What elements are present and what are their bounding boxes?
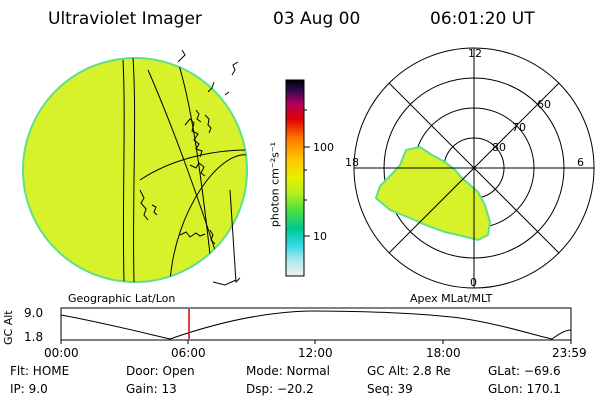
colorbar-tick-100: 100	[313, 141, 334, 154]
meridian-line	[177, 49, 186, 63]
coastline	[231, 61, 239, 76]
coastline	[151, 204, 158, 216]
status-ip: IP: 9.0	[10, 382, 48, 396]
coastline	[195, 109, 202, 123]
date-readout: 03 Aug 00	[273, 9, 361, 29]
status-door: Door: Open	[126, 364, 195, 378]
timeline-xtick: 12:00	[298, 346, 333, 360]
colorbar-unit-label: photon cm⁻²s⁻¹	[268, 141, 282, 228]
status-gain: Gain: 13	[126, 382, 177, 396]
status-glon: GLon: 170.1	[488, 382, 561, 396]
colorbar-scale	[285, 79, 305, 277]
status-gc-alt: GC Alt: 2.8 Re	[367, 364, 451, 378]
timeline-xtick: 23:59	[552, 346, 587, 360]
time-readout: 06:01:20 UT	[430, 9, 535, 29]
meridian-line	[122, 59, 125, 282]
timeline-xtick: 18:00	[426, 346, 461, 360]
left-panel-caption: Geographic Lat/Lon	[68, 292, 176, 305]
mlt-label-12: 12	[468, 47, 482, 60]
status-glat: GLat: −69.6	[488, 364, 561, 378]
coastline	[224, 91, 230, 96]
coastline	[184, 118, 203, 158]
coastline	[189, 162, 206, 177]
auroral-oval	[374, 145, 492, 242]
mlt-label-0: 0	[470, 276, 477, 289]
meridian-line	[177, 61, 214, 282]
timeline-ytick-max: 9.0	[24, 306, 44, 320]
meridian-line	[132, 58, 136, 282]
colorbar-tick-10: 10	[313, 230, 327, 243]
meridian-line	[147, 69, 226, 282]
coastline	[204, 114, 212, 134]
mlt-label-18: 18	[345, 156, 359, 169]
lat-label-80: 80	[492, 141, 506, 154]
meridian-line	[229, 189, 241, 284]
status-seq: Seq: 39	[367, 382, 413, 396]
coastline	[207, 81, 215, 93]
coastline	[209, 229, 216, 245]
latitude-arc	[139, 149, 247, 181]
uv-disk	[22, 57, 248, 283]
timeline-axis-label: GC Alt	[2, 310, 15, 345]
app-title: Ultraviolet Imager	[48, 9, 202, 29]
mlt-label-6: 6	[577, 156, 584, 169]
altitude-curve	[60, 310, 572, 340]
lat-label-60: 60	[537, 98, 551, 111]
status-dsp: Dsp: −20.2	[246, 382, 314, 396]
coastline	[139, 189, 149, 221]
timeline-xtick: 06:00	[171, 346, 206, 360]
meridian-line	[212, 279, 237, 286]
timeline-ytick-min: 1.8	[24, 330, 44, 344]
status-mode: Mode: Normal	[246, 364, 330, 378]
lat-label-70: 70	[512, 121, 526, 134]
right-panel-caption: Apex MLat/MLT	[410, 292, 493, 305]
timeline-xtick: 00:00	[44, 346, 79, 360]
coastline	[179, 231, 206, 238]
latitude-arc	[169, 154, 247, 282]
status-flt: Flt: HOME	[10, 364, 70, 378]
